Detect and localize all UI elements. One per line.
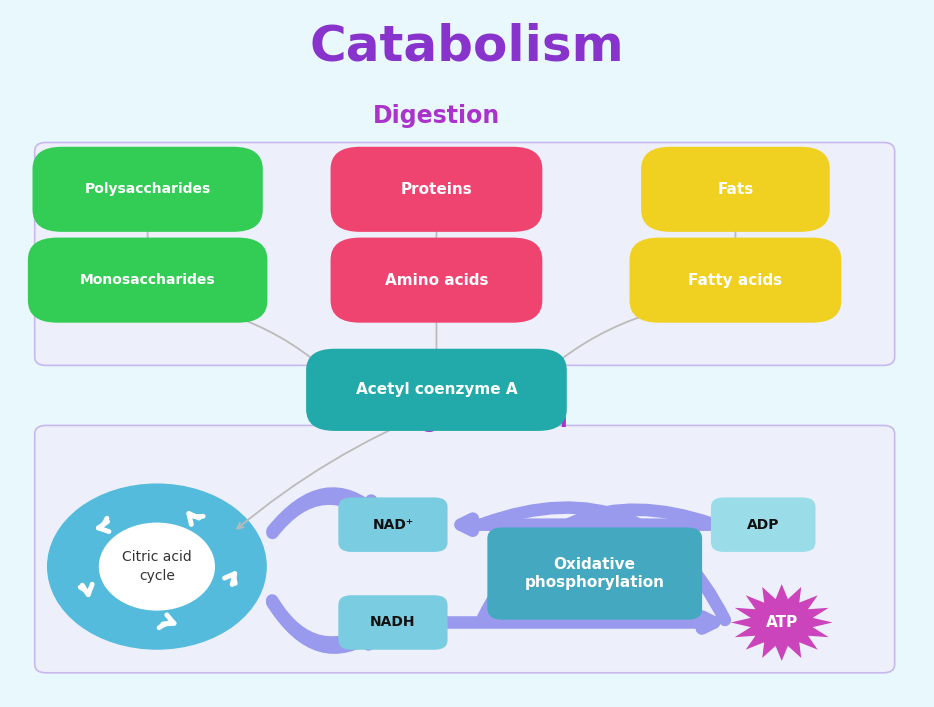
FancyBboxPatch shape — [35, 143, 895, 366]
FancyBboxPatch shape — [331, 147, 543, 232]
Text: Digestion: Digestion — [373, 104, 500, 128]
Circle shape — [48, 484, 266, 649]
FancyBboxPatch shape — [35, 426, 895, 673]
Text: Citric acid
cycle: Citric acid cycle — [122, 550, 191, 583]
Circle shape — [100, 523, 214, 610]
Text: Amino acids: Amino acids — [385, 273, 488, 288]
Text: Fatty acids: Fatty acids — [688, 273, 783, 288]
Polygon shape — [730, 584, 832, 661]
Text: Monosaccharides: Monosaccharides — [79, 273, 216, 287]
FancyBboxPatch shape — [338, 595, 447, 650]
Text: Catabolism: Catabolism — [310, 22, 624, 70]
Text: Energy
generation: Energy generation — [422, 380, 568, 432]
FancyBboxPatch shape — [488, 527, 702, 620]
Text: NAD⁺: NAD⁺ — [373, 518, 414, 532]
Text: ADP: ADP — [747, 518, 780, 532]
Text: ATP: ATP — [766, 615, 798, 630]
FancyBboxPatch shape — [630, 238, 842, 322]
FancyBboxPatch shape — [711, 498, 815, 552]
FancyBboxPatch shape — [306, 349, 567, 431]
FancyBboxPatch shape — [641, 147, 829, 232]
FancyBboxPatch shape — [33, 147, 262, 232]
Text: Fats: Fats — [717, 182, 754, 197]
Text: Acetyl coenzyme A: Acetyl coenzyme A — [356, 382, 517, 397]
Text: Oxidative
phosphorylation: Oxidative phosphorylation — [525, 557, 665, 590]
Text: Polysaccharides: Polysaccharides — [84, 182, 211, 197]
FancyBboxPatch shape — [338, 498, 447, 552]
FancyBboxPatch shape — [331, 238, 543, 322]
Text: Proteins: Proteins — [401, 182, 473, 197]
FancyBboxPatch shape — [28, 238, 267, 322]
Text: NADH: NADH — [370, 616, 416, 629]
